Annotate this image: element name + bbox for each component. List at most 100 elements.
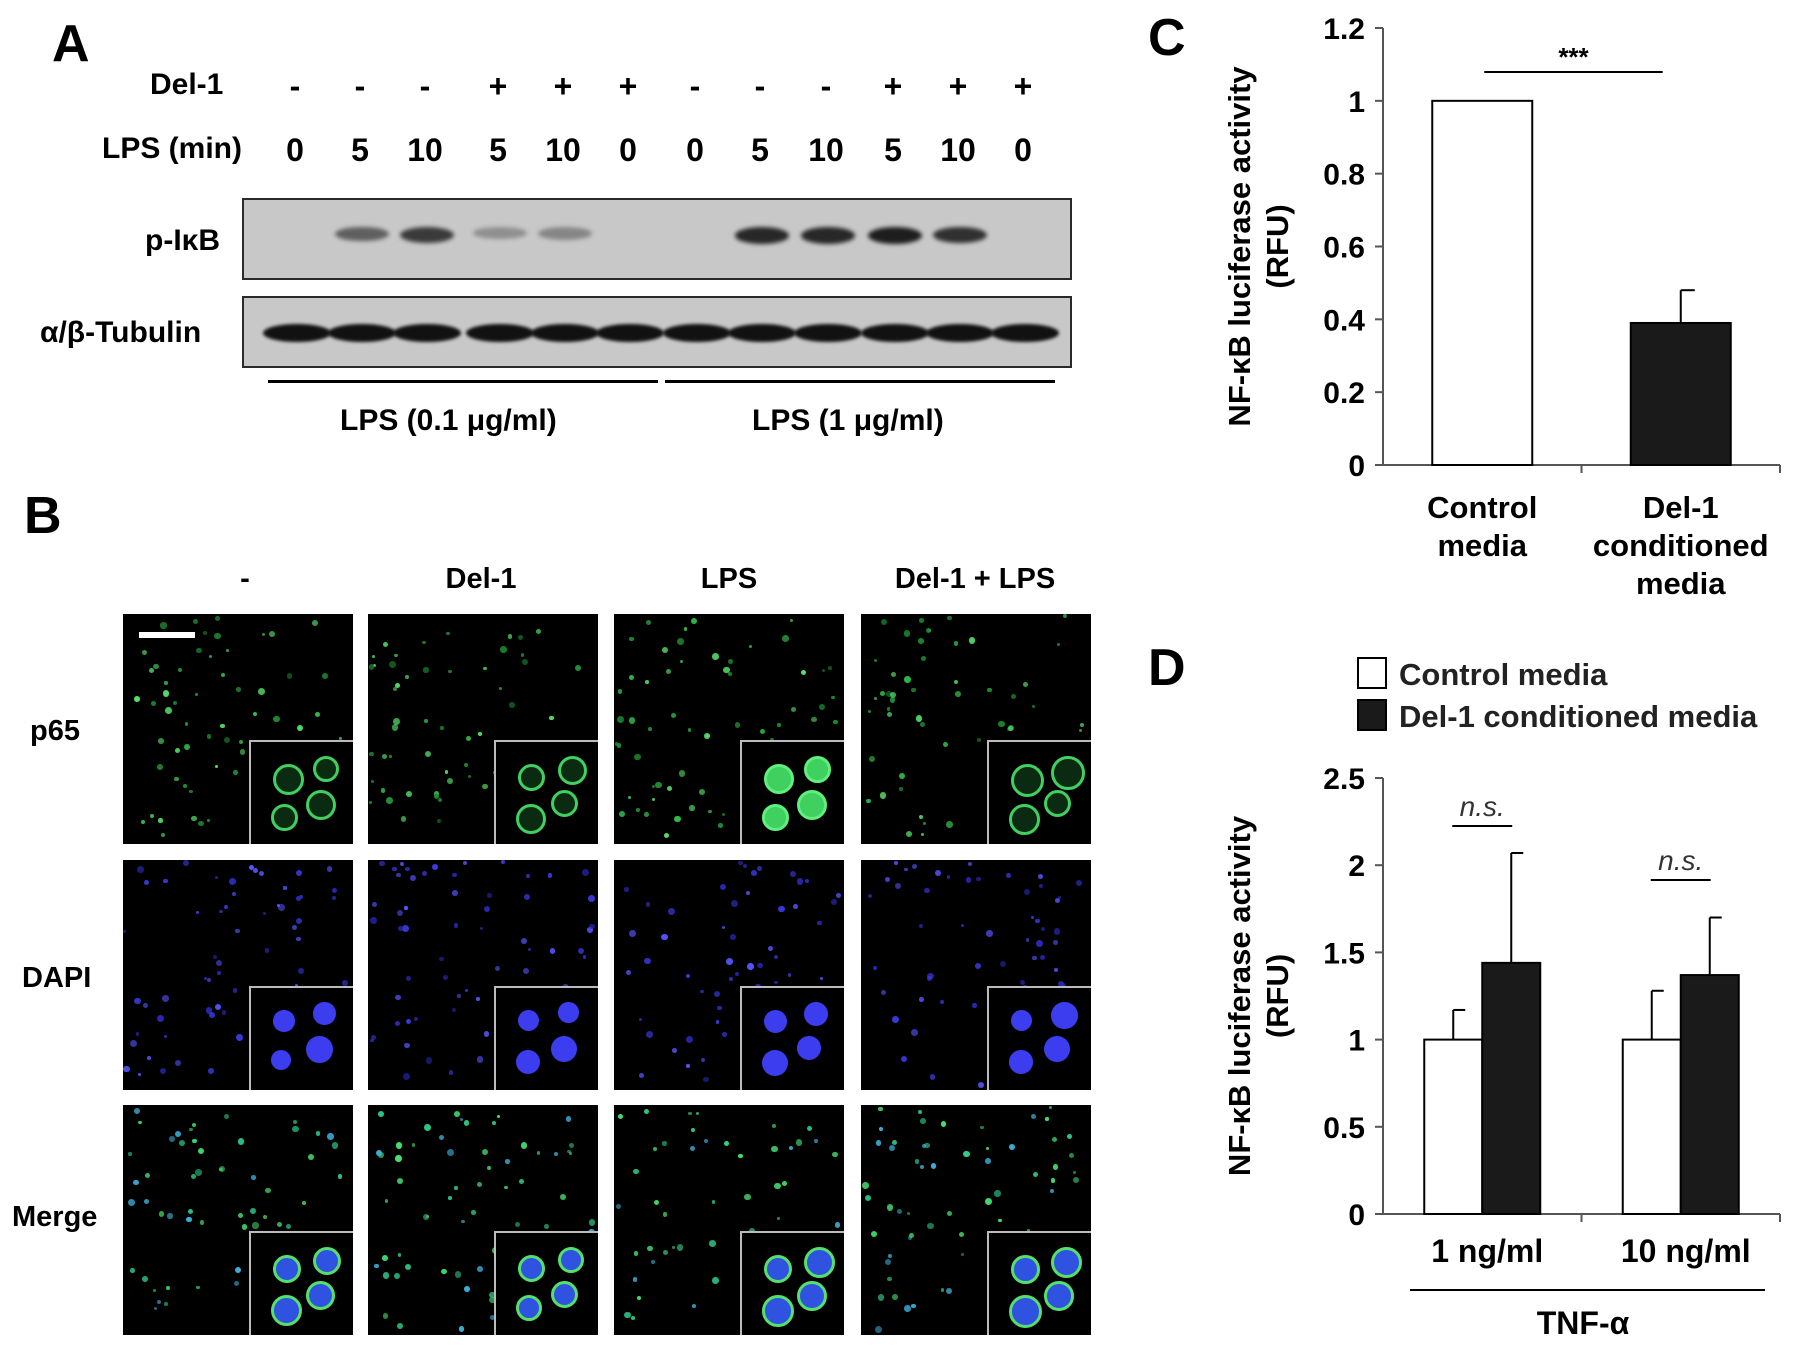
cell-dot — [237, 1138, 245, 1146]
cell-dot — [687, 727, 692, 732]
cell-dot — [953, 641, 959, 646]
inset-cell — [1011, 764, 1045, 798]
tubulin-band — [663, 324, 731, 342]
cell-dot — [326, 866, 333, 872]
cell-dot — [337, 1174, 343, 1179]
cell-dot — [424, 750, 431, 757]
cell-dot — [133, 1180, 139, 1186]
lps-min-5: 0 — [619, 132, 637, 168]
cell-dot — [616, 1203, 621, 1209]
inset-cell — [764, 1255, 793, 1284]
cell-dot — [368, 800, 373, 805]
inset-cell — [1051, 756, 1085, 790]
cell-dot — [520, 938, 527, 945]
cell-dot — [209, 654, 213, 658]
cell-dot — [482, 783, 488, 789]
cell-dot — [918, 815, 923, 820]
cell-dot — [645, 902, 651, 907]
cell-dot — [370, 1038, 374, 1043]
cell-dot — [190, 815, 197, 822]
cell-dot — [374, 1263, 379, 1269]
cell-dot — [413, 1017, 418, 1022]
cell-dot — [618, 689, 623, 694]
cell-dot — [283, 886, 287, 890]
cell-dot — [482, 1148, 489, 1156]
cell-dot — [523, 893, 531, 901]
cell-dot — [466, 735, 472, 741]
cell-dot — [443, 975, 449, 981]
cell-dot — [292, 925, 298, 931]
cell-dot — [890, 697, 896, 703]
cell-dot — [258, 688, 266, 695]
d-bar — [1621, 1038, 1682, 1215]
cell-dot — [751, 870, 758, 876]
cell-dot — [920, 722, 926, 728]
cell-dot — [144, 1199, 150, 1205]
tubulin-band — [466, 324, 534, 342]
c-category-label: Control media — [1427, 490, 1537, 563]
c-ytick-label: 0 — [1348, 450, 1365, 483]
cell-dot — [393, 686, 398, 692]
cell-dot — [214, 765, 218, 769]
cell-dot — [389, 661, 397, 668]
cell-dot — [437, 818, 442, 823]
cell-dot — [544, 1223, 550, 1229]
cell-dot — [299, 895, 304, 900]
cell-dot — [394, 1021, 400, 1027]
del1-cond-2: - — [419, 68, 431, 104]
inset-cell — [1009, 1295, 1042, 1328]
inset-cell — [271, 1295, 303, 1327]
cell-dot — [617, 1113, 624, 1119]
cell-dot — [994, 1190, 1001, 1197]
cell-dot — [195, 910, 200, 915]
cell-dot — [404, 1042, 410, 1049]
group-line-low — [268, 380, 658, 383]
cell-dot — [253, 711, 258, 717]
inset-cell — [273, 1255, 301, 1283]
zoom-inset — [740, 740, 844, 844]
cell-dot — [404, 1264, 412, 1271]
pikb-band — [735, 227, 789, 244]
cell-dot — [757, 962, 763, 969]
cell-dot — [268, 631, 276, 638]
cell-dot — [718, 823, 723, 828]
cell-dot — [647, 727, 652, 732]
cell-dot — [252, 1222, 259, 1229]
cell-dot — [904, 676, 911, 683]
cell-dot — [536, 1151, 540, 1155]
cell-dot — [588, 923, 595, 930]
micrograph-dapi — [614, 860, 844, 1090]
cell-dot — [130, 1268, 135, 1273]
cell-dot — [801, 670, 807, 676]
cell-dot — [468, 774, 472, 778]
zoom-inset — [740, 986, 844, 1090]
cell-dot — [432, 863, 439, 870]
lps-min-2: 10 — [407, 132, 443, 168]
cell-dot — [452, 872, 457, 878]
cell-dot — [742, 863, 748, 869]
cell-dot — [392, 866, 397, 872]
cell-dot — [690, 1128, 695, 1133]
cell-dot — [296, 895, 301, 901]
d-ytick-label: 0.5 — [1323, 1112, 1365, 1145]
d-sig-label: n.s. — [1658, 845, 1703, 876]
cell-dot — [692, 1303, 697, 1309]
cell-dot — [954, 691, 961, 697]
cell-dot — [771, 1123, 776, 1129]
cell-dot — [1050, 1189, 1055, 1193]
cell-dot — [395, 1142, 403, 1149]
cell-dot — [789, 619, 793, 623]
cell-dot — [183, 784, 187, 788]
cell-dot — [376, 1149, 383, 1156]
micrograph-merge — [614, 1105, 844, 1335]
cell-dot — [978, 1081, 984, 1088]
inset-cell — [1009, 804, 1040, 835]
pikb-band — [933, 227, 987, 244]
cell-dot — [292, 1125, 299, 1133]
lps-min-6: 0 — [686, 132, 704, 168]
cell-dot — [186, 1216, 192, 1222]
cell-dot — [636, 1296, 641, 1301]
cell-dot — [1066, 1133, 1072, 1139]
cell-dot — [877, 1294, 885, 1301]
